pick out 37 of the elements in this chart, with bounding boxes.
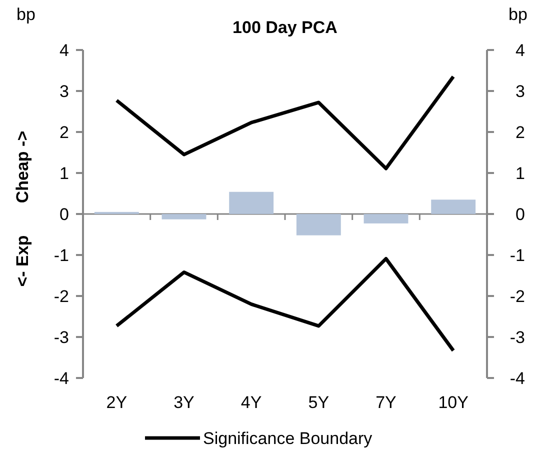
y2-tick-label: 0 xyxy=(516,204,525,224)
line-series xyxy=(114,74,456,170)
y-axis-title: bp xyxy=(16,5,36,24)
x-tick-label: 2Y xyxy=(106,393,128,412)
text: <- Exp xyxy=(13,235,32,287)
legend-label: Significance Boundary xyxy=(203,428,373,448)
y-tick-label: -1 xyxy=(54,246,69,265)
y2-tick-label: 1 xyxy=(516,164,525,183)
y-tick-label: -2 xyxy=(54,286,69,306)
y2-tick-label: -3 xyxy=(510,328,525,347)
x-tick-label: 3Y xyxy=(174,393,194,412)
x-tick-label: 4Y xyxy=(240,393,262,412)
y-tick-label: 1 xyxy=(60,164,69,183)
y-tick-label: 4 xyxy=(60,40,69,60)
bar xyxy=(431,200,476,214)
y2-tick-label: -4 xyxy=(510,368,525,388)
text: Cheap -> xyxy=(13,130,32,204)
x-tick-label: 10Y xyxy=(438,393,468,412)
line-series xyxy=(114,256,456,352)
y-tick-label: 3 xyxy=(60,82,69,101)
y2-tick-label: 4 xyxy=(516,40,525,60)
chart-title: 100 Day PCA xyxy=(232,18,338,37)
y-tick-label: -4 xyxy=(54,368,69,388)
bar xyxy=(162,214,206,220)
y-tick-label: -3 xyxy=(54,328,69,347)
y2-tick-label: -1 xyxy=(510,246,525,265)
y2-axis-title: bp xyxy=(508,5,528,24)
y2-tick-label: 2 xyxy=(516,122,525,142)
x-tick-label: 7Y xyxy=(376,393,396,412)
bar xyxy=(296,214,341,236)
x-tick-label: 5Y xyxy=(308,393,330,412)
bar xyxy=(364,214,408,224)
y-tick-label: 0 xyxy=(60,204,69,224)
y2-tick-label: -2 xyxy=(510,286,525,306)
bar xyxy=(229,192,274,214)
y2-tick-label: 3 xyxy=(516,82,525,101)
y-tick-label: 2 xyxy=(60,122,69,142)
